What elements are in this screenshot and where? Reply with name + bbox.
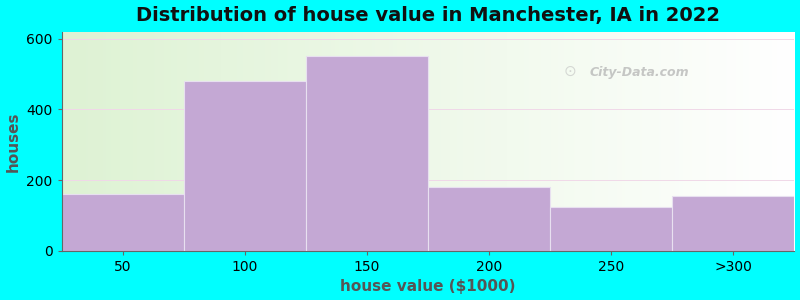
Bar (672, 196, 794, 251)
Bar (62, 194, 184, 251)
Y-axis label: houses: houses (6, 111, 21, 172)
Bar (306, 56, 428, 251)
Bar (550, 207, 672, 251)
X-axis label: house value ($1000): house value ($1000) (340, 279, 516, 294)
Bar (184, 81, 306, 251)
Text: City-Data.com: City-Data.com (590, 65, 689, 79)
Text: ⊙: ⊙ (563, 64, 576, 79)
Bar (428, 187, 550, 251)
Title: Distribution of house value in Manchester, IA in 2022: Distribution of house value in Mancheste… (136, 6, 720, 25)
